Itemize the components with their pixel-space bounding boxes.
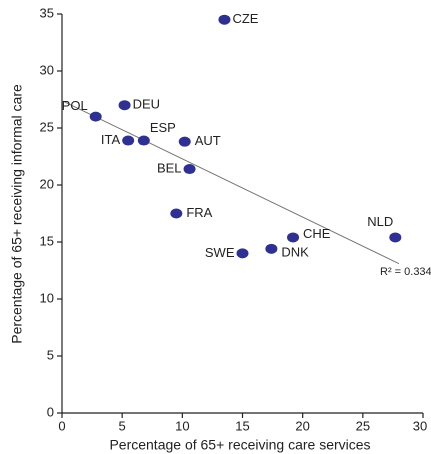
annotation: R² = 0.334* [380, 266, 431, 278]
x-tick-label: 20 [295, 418, 309, 433]
point [178, 136, 191, 147]
point [137, 135, 150, 146]
y-tick-label: 30 [40, 62, 54, 77]
x-tick-label: 25 [356, 418, 370, 433]
point [218, 14, 231, 25]
point-label: BEL [157, 160, 182, 175]
point [183, 164, 196, 175]
point-label: CHE [303, 226, 331, 241]
point-label: DNK [281, 244, 309, 259]
x-tick-label: 5 [119, 418, 126, 433]
point [265, 243, 278, 254]
point [170, 208, 183, 219]
x-axis-label: Percentage of 65+ receiving care service… [109, 437, 370, 453]
point-label: ITA [101, 132, 121, 147]
point-label: AUT [195, 133, 221, 148]
point-label: DEU [133, 97, 160, 112]
point-label: POL [62, 98, 88, 113]
y-tick-label: 0 [47, 404, 54, 419]
point [118, 100, 131, 111]
point [122, 135, 135, 146]
y-tick-label: 5 [47, 347, 54, 362]
x-tick-label: 30 [413, 418, 427, 433]
y-tick-label: 15 [40, 233, 54, 248]
trend-line [61, 100, 400, 265]
y-tick-label: 20 [40, 176, 54, 191]
point [236, 248, 249, 259]
point [287, 232, 300, 243]
point-label: CZE [232, 11, 258, 26]
y-axis-label: Percentage of 65+ receiving informal car… [9, 84, 25, 344]
point-label: ESP [150, 120, 176, 135]
y-tick-label: 25 [40, 119, 54, 134]
point-label: FRA [186, 205, 212, 220]
point-label: SWE [205, 245, 235, 260]
x-tick-label: 10 [175, 418, 189, 433]
point [89, 111, 102, 122]
x-tick-label: 0 [58, 418, 65, 433]
point-label: NLD [367, 214, 393, 229]
point [389, 232, 402, 243]
y-tick-label: 35 [40, 5, 54, 20]
x-tick-label: 15 [235, 418, 249, 433]
y-tick-label: 10 [40, 290, 54, 305]
